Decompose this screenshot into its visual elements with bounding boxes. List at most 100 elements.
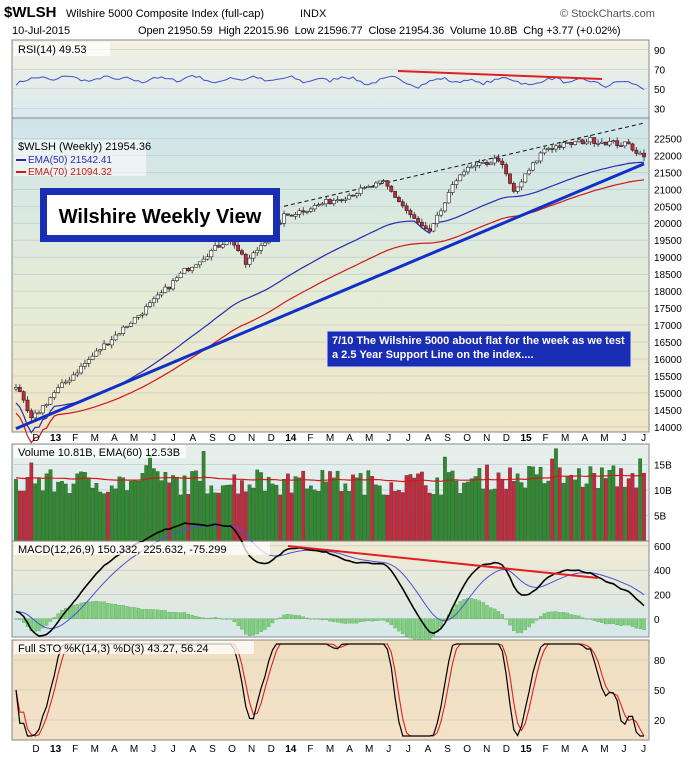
y-tick-label: 14000	[654, 423, 682, 434]
candle-up	[197, 261, 202, 266]
volume-bar	[343, 483, 348, 542]
candle-up	[473, 165, 478, 168]
volume-ema-line	[15, 474, 645, 483]
candle-down	[385, 180, 390, 187]
volume-bar	[546, 480, 551, 542]
candle-down	[511, 183, 516, 192]
macd-histogram-bar	[236, 618, 240, 626]
volume-bar	[630, 473, 635, 542]
candle-up	[297, 210, 302, 215]
macd-histogram-bar	[259, 618, 263, 632]
volume-bar	[178, 494, 183, 542]
candle-up	[377, 180, 382, 184]
candle-down	[328, 199, 332, 205]
candle-down	[397, 197, 401, 203]
volume-bar	[278, 494, 283, 542]
macd-histogram-bar	[94, 601, 99, 619]
macd-histogram-bar	[385, 618, 390, 623]
macd-histogram-bar	[638, 618, 642, 629]
macd-histogram-bar	[18, 618, 22, 621]
macd-histogram-bar	[630, 618, 635, 627]
volume-bar	[370, 476, 374, 542]
volume-bar	[17, 490, 22, 542]
y-tick-label: 19500	[654, 236, 682, 247]
macd-histogram-bar	[267, 618, 271, 627]
volume-bar	[492, 488, 497, 542]
candle-down	[236, 244, 240, 251]
volume-bar	[623, 486, 627, 542]
volume-bar	[374, 484, 378, 542]
candle-down	[603, 141, 608, 146]
candle-up	[40, 405, 45, 414]
volume-bar	[634, 487, 639, 542]
note-annotation-text: 7/10 The Wilshire 5000 about flat for th…	[332, 335, 625, 361]
volume-bar	[393, 490, 397, 542]
volume-label: Volume 10.81B, EMA(60) 12.53B	[18, 447, 180, 459]
candle-up	[546, 148, 551, 150]
macd-histogram-bar	[431, 618, 436, 638]
resistance-trendline	[283, 122, 645, 207]
volume-bar	[454, 480, 459, 542]
macd-histogram-bar	[106, 603, 110, 619]
macd-panel: 0 200 400 600 MACD(12,26,9) 150.332, 225.63…	[11, 522, 671, 642]
volume-bar	[519, 482, 524, 542]
x-tick-label: M	[130, 433, 138, 444]
candle-down	[634, 149, 639, 154]
candle-up	[209, 250, 214, 258]
macd-histogram-bar	[596, 618, 600, 623]
macd-histogram-bar	[515, 618, 520, 634]
volume-bar	[40, 490, 45, 542]
x-tick-label: N	[483, 744, 490, 755]
volume-bar	[228, 484, 233, 542]
y-tick-label: 22500	[654, 134, 682, 145]
x-tick-label: A	[111, 744, 118, 755]
macd-histogram-bar	[297, 615, 302, 619]
candle-down	[642, 152, 646, 158]
candle-up	[190, 267, 195, 272]
volume-bar	[358, 473, 363, 542]
volume-bar	[542, 483, 547, 542]
volume-bar	[102, 493, 106, 542]
candle-up	[366, 186, 371, 188]
candle-up	[534, 160, 539, 164]
candle-up	[462, 171, 466, 176]
candle-up	[132, 317, 137, 324]
volume-bar	[439, 494, 443, 542]
macd-histogram-bar	[228, 618, 233, 620]
volume-bar	[60, 481, 64, 542]
y-tick-label: 600	[654, 542, 671, 553]
x-tick-label: O	[463, 433, 471, 444]
price-tick-labels: 14000 14500 15000 15500 16000 16500 17000 17500…	[654, 134, 682, 434]
macd-histogram-bar	[358, 618, 363, 623]
y-tick-label: 10B	[654, 486, 672, 497]
macd-histogram-bar	[121, 605, 125, 619]
volume-bar	[366, 470, 371, 542]
x-tick-label: A	[581, 744, 588, 755]
x-tick-label: N	[248, 433, 255, 444]
volume-bar	[220, 485, 225, 542]
candle-down	[580, 139, 585, 145]
macd-histogram-bar	[366, 618, 370, 622]
candle-down	[285, 213, 290, 216]
x-tick-label: F	[307, 744, 313, 755]
candle-down	[615, 140, 620, 146]
candle-down	[301, 210, 306, 213]
candle-down	[569, 142, 574, 145]
x-tick-label: M	[326, 744, 334, 755]
volume-bar	[37, 478, 41, 542]
candle-down	[626, 141, 631, 145]
x-tick-label: M	[561, 744, 569, 755]
candle-up	[121, 326, 126, 334]
macd-histogram-bar	[274, 618, 279, 620]
candle-up	[458, 174, 463, 182]
rsi-divergence-line	[397, 70, 603, 80]
macd-histogram-bar	[627, 618, 631, 626]
volume-bar	[136, 480, 141, 542]
candle-up	[358, 187, 363, 194]
volume-bar	[527, 466, 531, 542]
candle-up	[465, 166, 470, 173]
candle-down	[25, 399, 30, 412]
volume-bar	[347, 491, 351, 542]
volume-bar	[266, 477, 271, 542]
